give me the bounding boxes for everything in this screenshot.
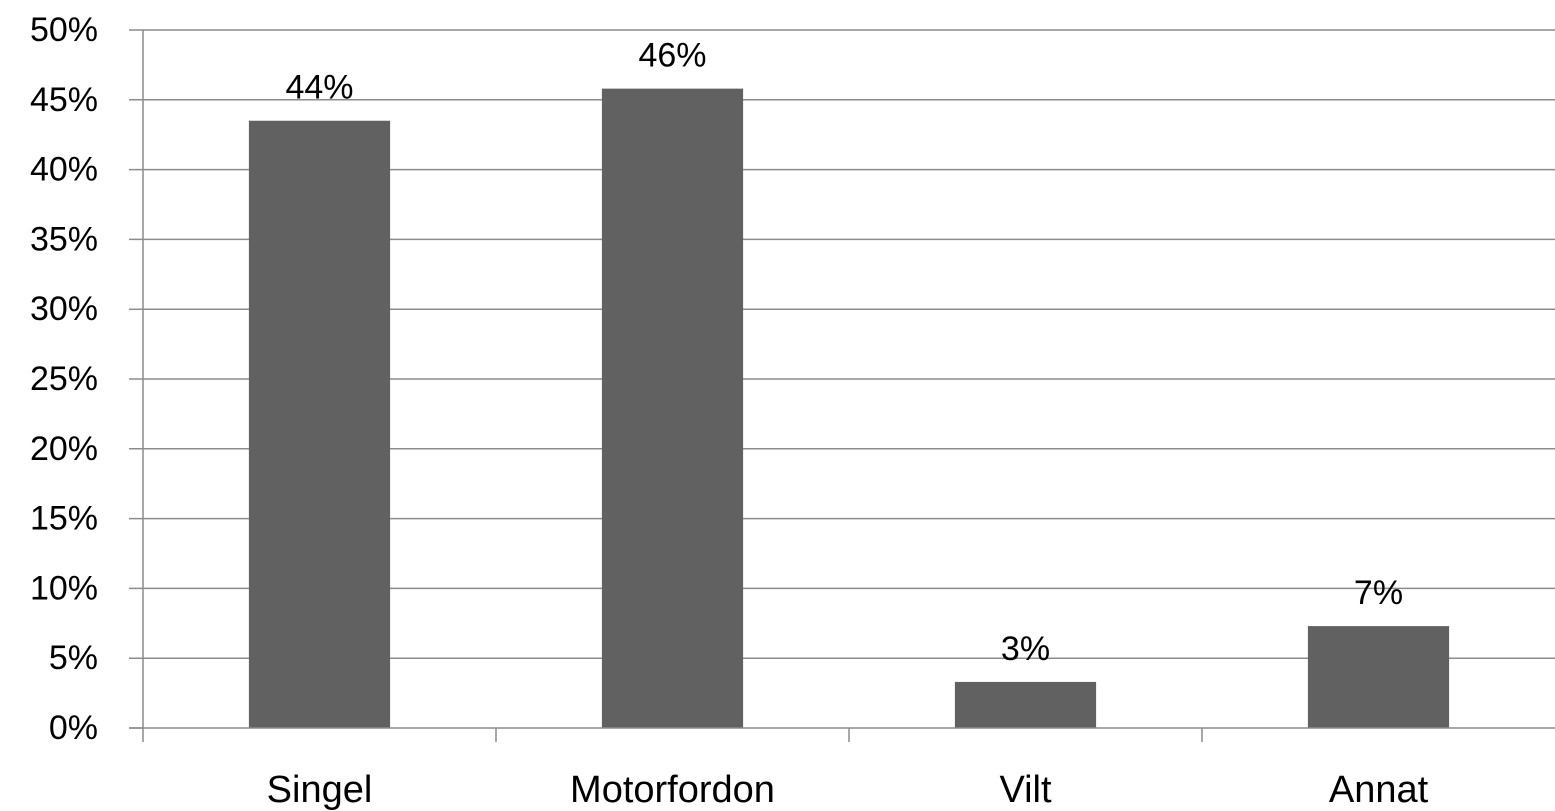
bar-singel — [248, 120, 391, 729]
x-tick-labels: Singel Motorfordon Vilt Annat — [267, 769, 1429, 811]
data-labels: 44% 46% 3% 7% — [285, 37, 1403, 668]
y-tick-label: 30% — [30, 290, 98, 328]
bar-motorfordon — [601, 88, 744, 728]
y-tick-label: 10% — [30, 569, 98, 607]
y-tick-labels: 0% 5% 10% 15% 20% 25% 30% 35% 40% 45% 50% — [30, 11, 98, 747]
y-tick-label: 0% — [49, 709, 98, 747]
x-tick-label: Motorfordon — [570, 769, 775, 811]
bar-annat — [1307, 626, 1450, 728]
y-tick-label: 20% — [30, 430, 98, 468]
y-tick-label: 15% — [30, 500, 98, 538]
bar-vilt — [954, 681, 1097, 728]
y-tick-label: 50% — [30, 11, 98, 49]
y-tick-label: 25% — [30, 360, 98, 398]
x-tick-marks — [142, 728, 1203, 742]
data-label: 7% — [1354, 574, 1403, 612]
x-tick-label: Annat — [1329, 769, 1429, 811]
y-tick-label: 45% — [30, 81, 98, 119]
axes — [129, 30, 1555, 729]
y-tick-label: 5% — [49, 639, 98, 677]
bars — [248, 88, 1450, 729]
y-tick-label: 40% — [30, 151, 98, 189]
data-label: 46% — [638, 37, 706, 75]
data-label: 3% — [1001, 630, 1050, 668]
x-tick-label: Vilt — [999, 769, 1052, 811]
data-label: 44% — [285, 69, 353, 107]
y-tick-label: 35% — [30, 220, 98, 258]
x-tick-label: Singel — [267, 769, 373, 811]
